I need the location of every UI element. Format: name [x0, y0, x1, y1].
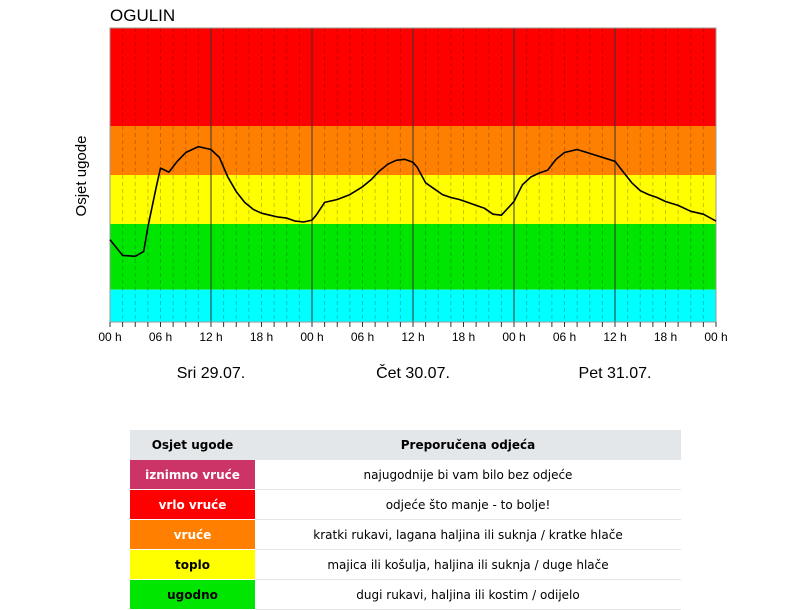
x-tick-label: 18 h [250, 330, 273, 344]
x-tick-label: 00 h [704, 330, 727, 344]
day-label: Čet 30.07. [376, 363, 450, 382]
legend-clothing-cell: najugodnije bi vam bilo bez odjeće [255, 460, 681, 490]
day-label: Pet 31.07. [579, 365, 652, 382]
legend-clothing-cell: majica ili košulja, haljina ili suknja /… [255, 549, 681, 580]
legend-clothing-cell: odjeće što manje - to bolje! [255, 489, 681, 520]
legend-rows: iznimno vruće najugodnije bi vam bilo bez… [130, 460, 681, 610]
legend-row: toplo majica ili košulja, haljina ili suk… [130, 549, 681, 580]
x-tick-label: 12 h [603, 330, 626, 344]
legend-level-cell: toplo [130, 549, 255, 580]
clothing-legend-table: Osjet ugode Preporučena odjeća iznimno v… [130, 430, 681, 610]
x-tick-label: 00 h [502, 330, 525, 344]
legend-level-cell: iznimno vruće [130, 460, 255, 490]
legend-row: iznimno vruće najugodnije bi vam bilo bez… [130, 460, 681, 490]
comfort-line-series [109, 145, 717, 258]
legend-level-cell: vrlo vruće [130, 489, 255, 520]
comfort-chart: 00 h 06 h 12 h 18 h 00 h 06 h 12 h 18 h 00 h 06 h… [73, 6, 728, 382]
x-tick-label: 18 h [452, 330, 475, 344]
chart-grid [109, 27, 717, 323]
x-tick-label: 12 h [401, 330, 424, 344]
legend-level-cell: vruće [130, 519, 255, 550]
legend-header-comfort: Osjet ugode [130, 430, 255, 460]
x-tick-label: 06 h [553, 330, 576, 344]
day-labels: Sri 29.07. Čet 30.07. Pet 31.07. [177, 363, 652, 382]
legend-header-clothing: Preporučena odjeća [255, 430, 681, 460]
y-axis-label: Osjet ugode [73, 136, 90, 217]
legend-clothing-cell: kratki rukavi, lagana haljina ili suknja… [255, 519, 681, 550]
legend-row: vruće kratki rukavi, lagana haljina ili s… [130, 519, 681, 550]
x-axis: 00 h 06 h 12 h 18 h 00 h 06 h 12 h 18 h 00 h 06 h… [98, 322, 728, 344]
x-tick-label: 00 h [300, 330, 323, 344]
x-tick-label: 18 h [654, 330, 677, 344]
x-tick-label: 12 h [199, 330, 222, 344]
x-tick-label: 06 h [149, 330, 172, 344]
x-tick-label: 00 h [98, 330, 121, 344]
chart-title: OGULIN [110, 6, 175, 25]
legend-row: ugodno dugi rukavi, haljina ili kostim / … [130, 579, 681, 610]
day-label: Sri 29.07. [177, 365, 245, 382]
legend-row: vrlo vruće odjeće što manje - to bolje! [130, 489, 681, 520]
legend-clothing-cell: dugi rukavi, haljina ili kostim / odijel… [255, 579, 681, 610]
x-tick-label: 06 h [351, 330, 374, 344]
comfort-line [109, 145, 717, 258]
legend-level-cell: ugodno [130, 579, 255, 610]
